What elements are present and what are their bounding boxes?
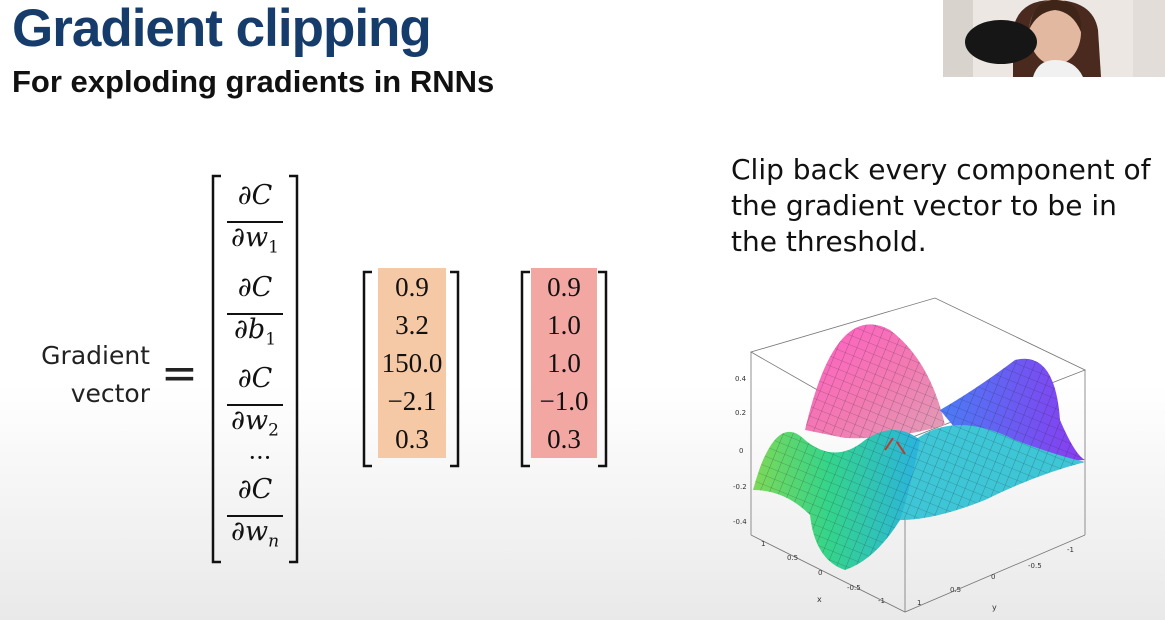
y-tick-3: 0 — [991, 573, 995, 581]
z-tick-3: 0 — [739, 447, 743, 455]
x-tick-2: 0.5 — [787, 554, 798, 562]
z-tick-4: -0.2 — [733, 483, 747, 491]
original-value-3: 150.0 — [381, 348, 443, 378]
slide-title: Gradient clipping — [12, 0, 432, 58]
partial-2-numerator: ∂C — [237, 272, 273, 303]
clipped-value-3: 1.0 — [547, 348, 581, 378]
partial-3-numerator: ∂C — [237, 363, 273, 394]
original-value-1: 0.9 — [395, 272, 429, 302]
slide-subtitle: For exploding gradients in RNNs — [12, 64, 495, 99]
y-tick-5: 1 — [917, 599, 921, 607]
original-vector: 0.9 3.2 150.0 −2.1 0.3 — [378, 268, 446, 458]
presenter-webcam — [943, 0, 1165, 77]
clipping-description: Clip back every component of the gradien… — [731, 153, 1151, 258]
partial-1-bar — [227, 221, 283, 223]
x-axis-label: x — [817, 595, 822, 604]
clipped-value-4: −1.0 — [539, 386, 589, 416]
y-axis-label: y — [992, 603, 997, 612]
partials-brackets — [211, 174, 299, 564]
partial-2-denominator: ∂b1 — [233, 314, 277, 350]
y-tick-4: 0.5 — [950, 586, 961, 594]
presenter-image — [943, 0, 1165, 77]
partial-1-numerator: ∂C — [237, 180, 273, 211]
partial-n-bar — [227, 515, 283, 517]
lhs-line-2: vector — [70, 379, 150, 408]
original-value-5: 0.3 — [395, 424, 429, 454]
original-vector-brackets — [362, 270, 460, 468]
x-tick-1: 1 — [761, 540, 765, 548]
clipped-value-5: 0.3 — [547, 424, 581, 454]
z-tick-1: 0.4 — [735, 375, 747, 383]
partial-n-denominator: ∂wn — [230, 516, 280, 552]
x-tick-4: -0.5 — [847, 584, 861, 592]
partial-3-bar — [227, 404, 283, 406]
lhs-line-1: Gradient — [41, 341, 150, 370]
partial-3-denominator: ∂w2 — [231, 405, 279, 441]
x-tick-5: -1 — [878, 597, 885, 605]
clipped-vector: 0.9 1.0 1.0 −1.0 0.3 — [531, 268, 597, 458]
clipped-value-1: 0.9 — [547, 272, 581, 302]
partial-2-bar — [227, 313, 283, 315]
gradient-vector-label: Gradient vector — [26, 337, 150, 413]
z-tick-5: -0.4 — [733, 518, 747, 526]
partial-1-denominator: ∂w1 — [231, 222, 279, 258]
x-tick-3: 0 — [818, 569, 822, 577]
original-value-2: 3.2 — [395, 310, 429, 340]
clipped-vector-brackets — [520, 270, 608, 468]
partial-n-numerator: ∂C — [237, 474, 273, 505]
y-tick-1: -1 — [1067, 546, 1074, 554]
surface-plot: 0.4 0.2 0 -0.2 -0.4 1 0.5 0 -0.5 -1 -1 -… — [733, 297, 1087, 613]
clipped-value-2: 1.0 — [547, 310, 581, 340]
original-value-4: −2.1 — [387, 386, 437, 416]
ellipsis: ··· — [248, 444, 272, 472]
equals-sign: = — [161, 348, 198, 399]
z-tick-2: 0.2 — [735, 409, 746, 417]
y-tick-2: -0.5 — [1028, 562, 1042, 570]
